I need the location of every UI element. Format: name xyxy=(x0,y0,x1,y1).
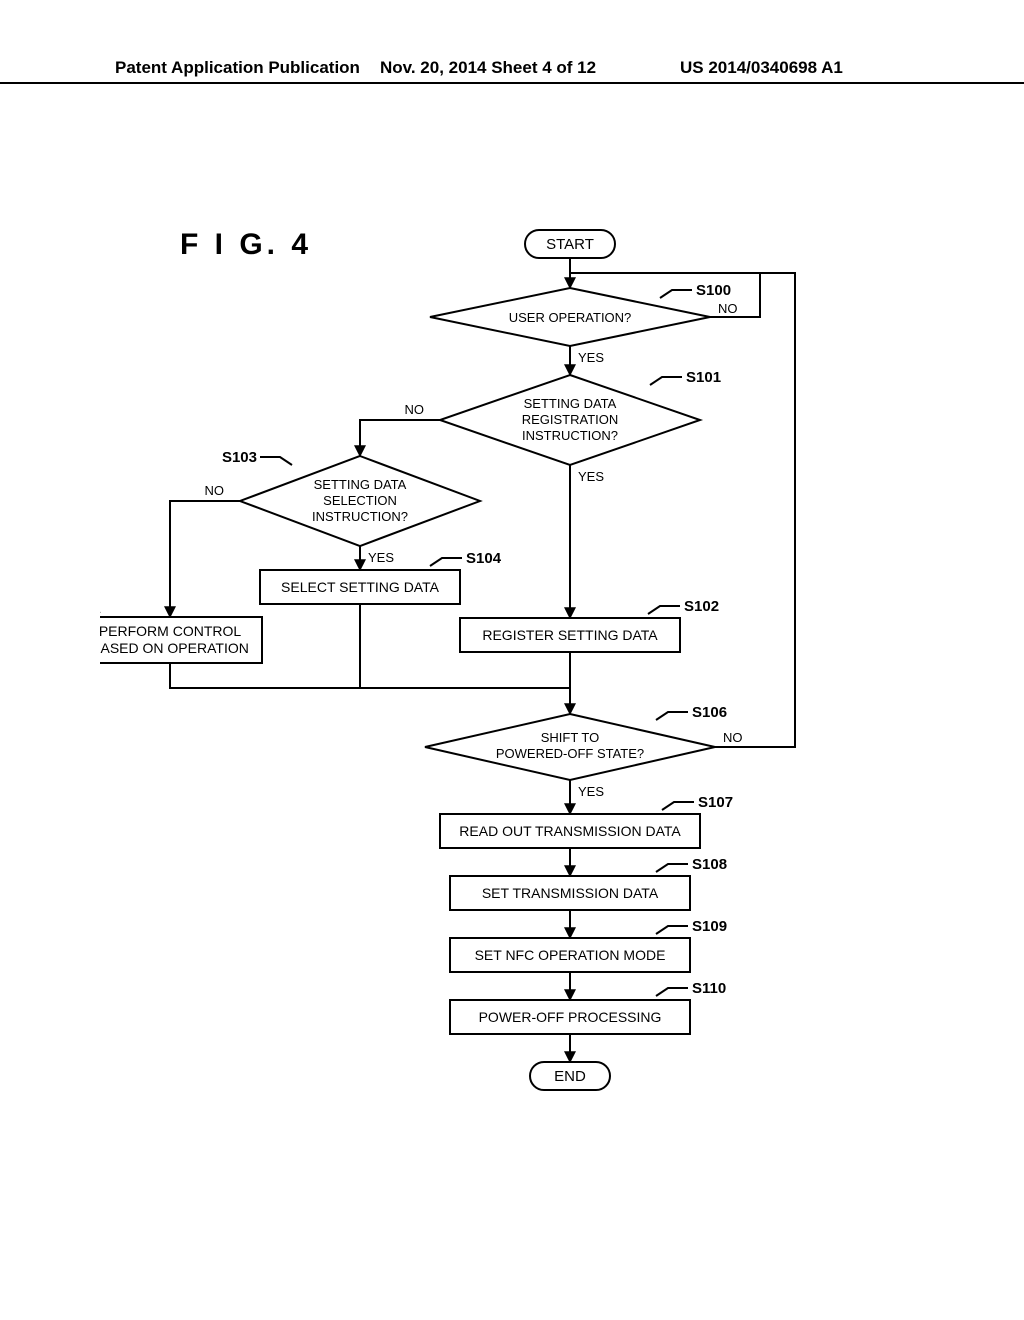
step-hook xyxy=(650,377,682,385)
flowline-s103-no xyxy=(170,501,240,617)
diamond-s103-text2: SELECTION xyxy=(323,493,397,508)
header-left: Patent Application Publication xyxy=(115,58,360,78)
no-label: NO xyxy=(205,483,225,498)
step-hook xyxy=(656,864,688,872)
step-hook xyxy=(656,712,688,720)
flowline-s106-no xyxy=(570,273,795,747)
rect-s105-text1: PERFORM CONTROL xyxy=(100,623,241,639)
step-hook xyxy=(430,558,462,566)
rect-s102-text: REGISTER SETTING DATA xyxy=(482,627,658,643)
yes-label: YES xyxy=(368,550,394,565)
diamond-s106-text1: SHIFT TO xyxy=(541,730,600,745)
step-hook xyxy=(660,290,692,298)
header-right: US 2014/0340698 A1 xyxy=(680,58,843,78)
step-label-s109: S109 xyxy=(692,918,727,935)
step-hook xyxy=(260,457,292,465)
rect-s105-text2: BASED ON OPERATION xyxy=(100,640,249,656)
terminal-end-text: END xyxy=(554,1068,586,1085)
step-label-s110: S110 xyxy=(692,980,726,997)
page: Patent Application Publication Nov. 20, … xyxy=(0,0,1024,1320)
step-hook xyxy=(662,802,694,810)
diamond-s101-text1: SETTING DATA xyxy=(524,396,617,411)
no-label: NO xyxy=(405,402,425,417)
step-label-s100: S100 xyxy=(696,282,731,299)
yes-label: YES xyxy=(578,469,604,484)
diamond-s101-text3: INSTRUCTION? xyxy=(522,428,618,443)
header-center: Nov. 20, 2014 Sheet 4 of 12 xyxy=(380,58,596,78)
terminal-start-text: START xyxy=(546,236,594,253)
no-label: NO xyxy=(718,301,738,316)
step-label-s101: S101 xyxy=(686,369,721,386)
diamond-s103-text1: SETTING DATA xyxy=(314,477,407,492)
flowchart: START USER OPERATION? S100 NO YES SETTIN… xyxy=(100,220,900,1140)
step-hook xyxy=(656,926,688,934)
step-label-s108: S108 xyxy=(692,856,727,873)
no-label: NO xyxy=(723,730,743,745)
step-label-s102: S102 xyxy=(684,598,719,615)
rect-s110-text: POWER-OFF PROCESSING xyxy=(479,1009,662,1025)
yes-label: YES xyxy=(578,784,604,799)
step-hook xyxy=(648,606,680,614)
step-label-s103: S103 xyxy=(222,449,257,466)
step-label-s106: S106 xyxy=(692,704,727,721)
yes-label: YES xyxy=(578,350,604,365)
diamond-s103-text3: INSTRUCTION? xyxy=(312,509,408,524)
step-label-s107: S107 xyxy=(698,794,733,811)
rect-s109-text: SET NFC OPERATION MODE xyxy=(475,947,666,963)
rect-s108-text: SET TRANSMISSION DATA xyxy=(482,885,659,901)
rect-s104-text: SELECT SETTING DATA xyxy=(281,579,440,595)
diamond-s100-text: USER OPERATION? xyxy=(509,310,632,325)
flowline-merge-left xyxy=(170,663,570,688)
diamond-s106-text2: POWERED-OFF STATE? xyxy=(496,746,644,761)
diamond-s101-text2: REGISTRATION xyxy=(522,412,619,427)
flowline-s101-no xyxy=(360,420,440,456)
header-rule xyxy=(0,82,1024,84)
rect-s107-text: READ OUT TRANSMISSION DATA xyxy=(459,823,681,839)
step-label-s104: S104 xyxy=(466,550,502,567)
step-hook xyxy=(656,988,688,996)
